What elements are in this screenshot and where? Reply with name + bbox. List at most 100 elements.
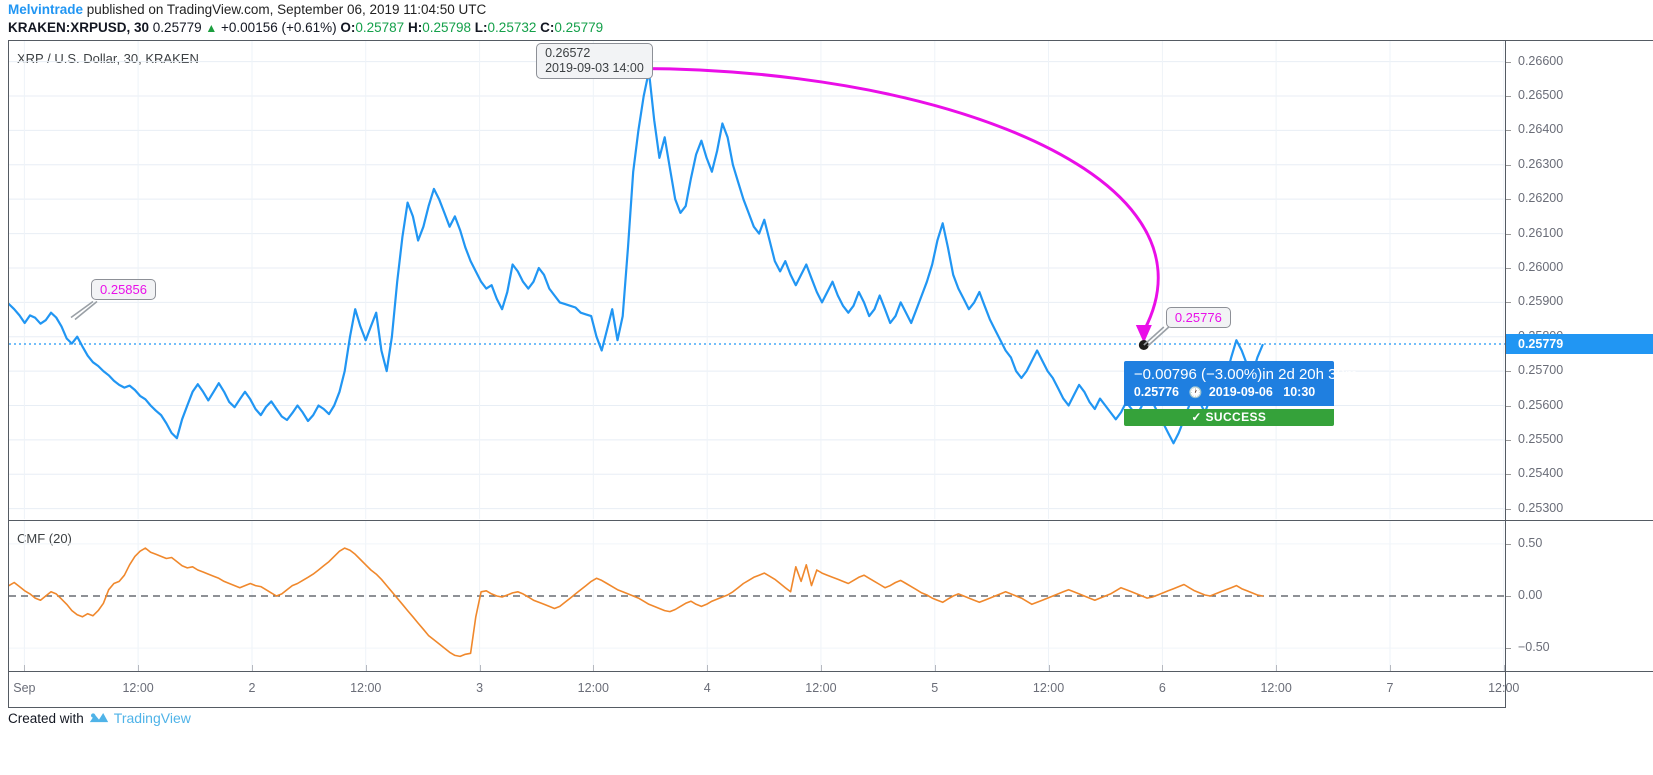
time-tick-mark xyxy=(1162,665,1164,671)
close-key: C: xyxy=(540,20,555,35)
time-tick-label: 12:00 xyxy=(350,681,382,695)
forecast-end-time: 10:30 xyxy=(1283,384,1316,399)
forecast-detail: 0.25776 🕐 2019-09-06 10:30 xyxy=(1134,384,1326,401)
start-marker-price: 0.26572 xyxy=(545,46,591,60)
price-tick-label: 0.26600 xyxy=(1518,53,1564,68)
price-tick-mark xyxy=(1506,164,1511,166)
time-tick-mark xyxy=(479,665,481,671)
forecast-result-tooltip[interactable]: −0.00796 (−3.00%)in 2d 20h 30m 0.25776 🕐… xyxy=(1123,360,1358,406)
time-tick-label: 6 xyxy=(1158,681,1166,695)
time-tick-label: 12:00 xyxy=(1260,681,1292,695)
price-pane[interactable]: XRP / U.S. Dollar, 30, KRAKEN xyxy=(8,40,1506,520)
chart-header: Melvintrade published on TradingView.com… xyxy=(8,2,1648,36)
symbol-label[interactable]: KRAKEN:XRPUSD, 30 xyxy=(8,20,150,35)
cmf-tick-label: 0.50 xyxy=(1518,535,1543,550)
price-tick-label: 0.26000 xyxy=(1518,259,1564,274)
time-tick-label: 12:00 xyxy=(805,681,837,695)
low-key: L: xyxy=(474,20,488,35)
time-axis[interactable]: Sep 12:00 2 12:00 3 12:00 4 12:00 5 12:00 6 12:00 7 1… xyxy=(8,665,1519,708)
price-tick-label: 0.25700 xyxy=(1518,363,1564,378)
high-key: H: xyxy=(407,20,423,35)
cmf-plot xyxy=(9,521,1505,671)
time-tick-mark xyxy=(1276,665,1278,671)
start-marker-bubble[interactable]: 0.26572 2019-09-03 14:00 xyxy=(536,43,653,79)
time-tick-mark xyxy=(707,665,709,671)
price-tick-mark xyxy=(1506,371,1511,373)
left-price-bubble[interactable]: 0.25856 xyxy=(91,279,156,301)
end-marker-bubble[interactable]: 0.25776 xyxy=(1165,306,1231,328)
price-tick-mark xyxy=(1506,96,1511,98)
open-value: 0.25787 xyxy=(355,20,405,35)
price-tick-label: 0.26100 xyxy=(1518,225,1564,240)
low-value: 0.25732 xyxy=(487,20,537,35)
cmf-pane[interactable]: CMF (20) xyxy=(8,520,1506,672)
tradingview-brand[interactable]: TradingView xyxy=(113,710,191,726)
price-tick-mark xyxy=(1506,439,1511,441)
last-price: 0.25779 xyxy=(152,20,202,35)
price-tick-label: 0.26500 xyxy=(1518,88,1564,103)
time-tick-label: 3 xyxy=(476,681,484,695)
price-tick-mark xyxy=(1506,267,1511,269)
time-tick-label: 12:00 xyxy=(577,681,609,695)
time-tick-label: 12:00 xyxy=(122,681,154,695)
price-scale[interactable]: 0.26600 0.26500 0.26400 0.26300 0.26200 0.261… xyxy=(1506,40,1653,520)
cmf-tick-label: −0.50 xyxy=(1518,640,1550,655)
publish-text: published on TradingView.com, September … xyxy=(86,2,487,17)
time-tick-mark xyxy=(593,665,595,671)
time-tick-label: 5 xyxy=(931,681,939,695)
time-tick-label: Sep xyxy=(13,681,36,695)
price-tick-label: 0.26200 xyxy=(1518,191,1564,206)
forecast-delta: −0.00796 (−3.00%)in 2d 20h 30m xyxy=(1133,365,1358,383)
close-value: 0.25779 xyxy=(554,20,604,35)
high-value: 0.25798 xyxy=(422,20,472,35)
cmf-scale[interactable]: 0.50 0.00 −0.50 xyxy=(1506,520,1653,672)
time-tick-mark xyxy=(1048,665,1050,671)
quote-line: KRAKEN:XRPUSD, 30 0.25779 ▲ +0.00156 (+0… xyxy=(8,20,1648,36)
price-tick-mark xyxy=(1506,199,1511,201)
start-marker-time: 2019-09-03 14:00 xyxy=(545,61,644,75)
forecast-status-badge: ✓ SUCCESS xyxy=(1123,408,1334,426)
cmf-tick-mark xyxy=(1506,543,1511,545)
price-tick-label: 0.25900 xyxy=(1518,294,1564,309)
time-tick-mark xyxy=(251,665,253,671)
change-arrow-icon: ▲ xyxy=(205,21,218,35)
price-tick-label: 0.25400 xyxy=(1518,466,1564,481)
time-tick-mark xyxy=(1503,665,1505,671)
publish-line: Melvintrade published on TradingView.com… xyxy=(8,2,1648,18)
open-key: O: xyxy=(340,20,356,35)
created-with-label: Created with xyxy=(8,710,84,726)
price-tick-mark xyxy=(1506,405,1511,407)
time-tick-label: 2 xyxy=(248,681,256,695)
time-tick-mark xyxy=(934,665,936,671)
price-tick-label: 0.26300 xyxy=(1518,156,1564,171)
change-value: +0.00156 (+0.61%) xyxy=(221,20,337,35)
forecast-end-price: 0.25776 xyxy=(1133,384,1180,399)
time-tick-mark xyxy=(1390,665,1391,671)
price-plot xyxy=(9,41,1505,519)
author-name[interactable]: Melvintrade xyxy=(8,2,84,17)
price-pane-title: XRP / U.S. Dollar, 30, KRAKEN xyxy=(17,51,199,66)
time-tick-mark xyxy=(138,665,140,671)
tradingview-logo-icon xyxy=(89,713,108,723)
time-tick-label: 4 xyxy=(703,681,711,695)
price-tick-label: 0.26400 xyxy=(1518,122,1564,137)
cmf-pane-title: CMF (20) xyxy=(17,531,72,546)
footer: Created with TradingView xyxy=(8,710,191,726)
current-price-tag[interactable]: 0.25779 xyxy=(1506,333,1653,354)
price-tick-mark xyxy=(1506,130,1511,132)
price-tick-mark xyxy=(1506,233,1511,235)
cmf-tick-mark xyxy=(1506,648,1511,650)
clock-icon: 🕐 xyxy=(1182,386,1206,399)
forecast-end-date: 2019-09-06 xyxy=(1208,384,1273,399)
price-tick-label: 0.25300 xyxy=(1518,500,1564,515)
time-tick-mark xyxy=(365,665,367,671)
cmf-tick-label: 0.00 xyxy=(1518,588,1543,602)
time-tick-label: 12:00 xyxy=(1032,681,1065,695)
price-tick-label: 0.25600 xyxy=(1518,397,1564,412)
price-tick-mark xyxy=(1506,302,1511,304)
price-tick-mark xyxy=(1506,508,1511,510)
cmf-tick-mark xyxy=(1506,596,1511,597)
price-tick-mark xyxy=(1506,474,1511,476)
price-tick-label: 0.25500 xyxy=(1518,431,1564,446)
